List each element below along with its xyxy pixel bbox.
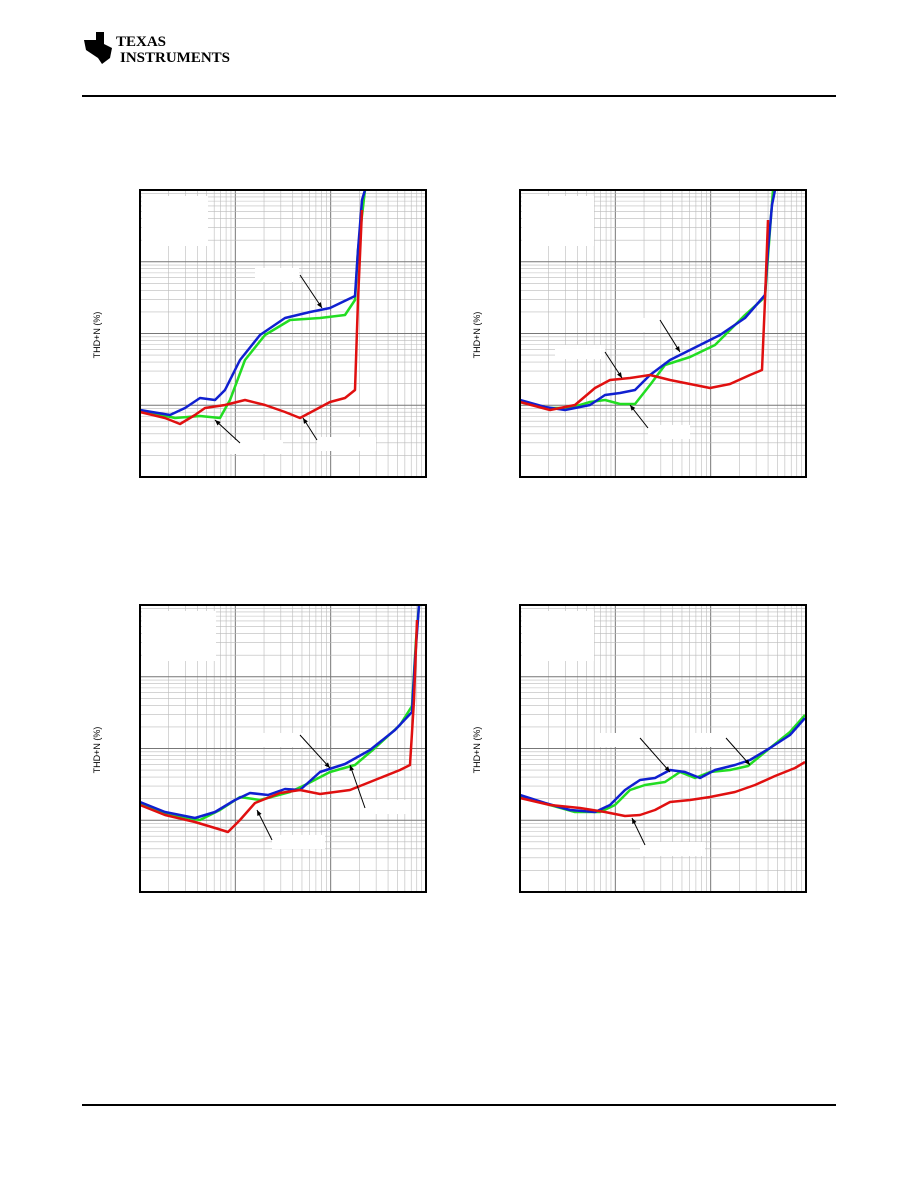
arrow-head <box>257 810 262 816</box>
arrow-head <box>664 766 670 772</box>
plot-frame <box>519 189 807 478</box>
arrow-head <box>215 420 221 426</box>
arrow-head <box>630 405 636 411</box>
logo-text: INSTRUMENTS <box>120 50 230 66</box>
plot-frame <box>519 604 807 893</box>
legend-box <box>142 196 208 246</box>
curve <box>519 717 806 814</box>
arrow-head <box>303 418 308 424</box>
chart: THD+N (%) <box>92 189 427 478</box>
arrow-line <box>639 737 671 773</box>
logo-text: TEXAS <box>116 34 166 50</box>
header-rule <box>82 95 836 97</box>
arrow-line <box>299 274 323 309</box>
curve <box>139 619 419 834</box>
footer-rule <box>82 1104 836 1106</box>
arrow-line <box>659 319 681 353</box>
legend-box <box>522 611 594 661</box>
curve-label-box <box>255 268 299 282</box>
arrow-line <box>725 737 751 766</box>
curve-label-box <box>640 842 705 856</box>
curve <box>519 219 770 412</box>
arrow-head <box>349 765 355 771</box>
arrow-head <box>324 762 330 768</box>
arrow-head <box>632 818 637 824</box>
legend-box <box>142 611 216 661</box>
curve-label-box <box>263 733 306 747</box>
arrow-line <box>256 809 273 841</box>
chart: THD+N (%) <box>472 189 807 478</box>
curve <box>519 760 806 818</box>
legend-box <box>522 196 594 246</box>
arrow-head <box>675 346 680 352</box>
arrow-head <box>744 759 750 765</box>
arrow-line <box>349 764 366 809</box>
curve-label-box <box>618 318 660 332</box>
chart: THD+N (%) <box>472 604 807 893</box>
curve <box>139 209 364 426</box>
y-axis-label: THD+N (%) <box>472 312 482 359</box>
curve <box>139 189 367 420</box>
arrow-line <box>299 734 331 769</box>
logo-mark <box>84 32 112 64</box>
curve <box>139 604 421 820</box>
curve-label-box <box>317 437 376 451</box>
plot-frame <box>139 189 427 478</box>
curve <box>139 189 367 417</box>
curve-label-box <box>272 835 325 849</box>
curve-label-box <box>555 345 605 359</box>
curve-label-box <box>648 425 690 439</box>
curve-label-box <box>690 733 726 747</box>
y-axis-label: THD+N (%) <box>472 727 482 774</box>
arrow-line <box>214 419 241 444</box>
curve-label-box <box>228 440 283 454</box>
y-axis-label: THD+N (%) <box>92 727 102 774</box>
arrow-head <box>617 372 622 378</box>
chart: THD+N (%) <box>92 604 427 893</box>
plot-frame <box>139 604 427 893</box>
arrow-head <box>316 302 322 308</box>
curve-label-box <box>595 733 640 747</box>
curve-label-box <box>365 800 410 814</box>
y-axis-label: THD+N (%) <box>92 312 102 359</box>
